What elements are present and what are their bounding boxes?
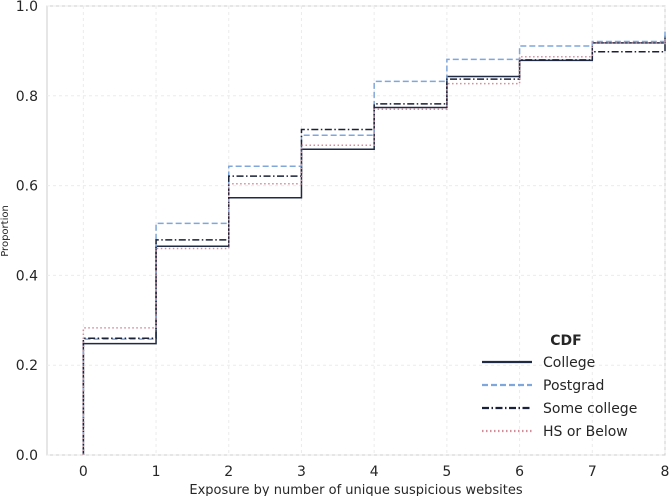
legend: CDF College Postgrad Some college HS or Bel… xyxy=(482,333,637,440)
y-axis-label: Proportion xyxy=(0,205,11,257)
x-tick-label: 2 xyxy=(224,464,233,480)
legend-entry-label: Some college xyxy=(543,401,637,417)
tick-labels: 0 1 2 3 4 5 6 7 8 0.0 0.2 0.4 0.6 0.8 1.0 xyxy=(16,0,669,480)
series-line-some-college xyxy=(82,41,666,455)
y-tick-label: 0.8 xyxy=(16,89,38,105)
legend-entry-label: HS or Below xyxy=(543,424,628,440)
y-tick-label: 0.0 xyxy=(16,448,38,464)
legend-entry-label: Postgrad xyxy=(543,378,604,394)
x-axis-label: Exposure by number of unique suspicious … xyxy=(189,483,523,496)
x-tick-label: 4 xyxy=(370,464,379,480)
series-line-postgrad xyxy=(82,30,666,455)
y-tick-label: 0.2 xyxy=(16,358,38,374)
x-tick-label: 3 xyxy=(297,464,306,480)
x-tick-label: 7 xyxy=(588,464,597,480)
y-tick-label: 0.4 xyxy=(16,268,38,284)
plot-area xyxy=(46,5,666,456)
x-tick-label: 0 xyxy=(79,464,88,480)
x-tick-label: 1 xyxy=(152,464,161,480)
y-tick-label: 1.0 xyxy=(16,0,38,15)
series-line-hs-or-below xyxy=(82,38,666,455)
x-tick-label: 8 xyxy=(661,464,669,480)
x-tick-label: 5 xyxy=(442,464,451,480)
legend-entry-label: College xyxy=(543,355,595,371)
y-tick-label: 0.6 xyxy=(16,179,38,195)
series-group xyxy=(82,30,666,455)
x-tick-label: 6 xyxy=(515,464,524,480)
legend-title: CDF xyxy=(550,333,581,349)
